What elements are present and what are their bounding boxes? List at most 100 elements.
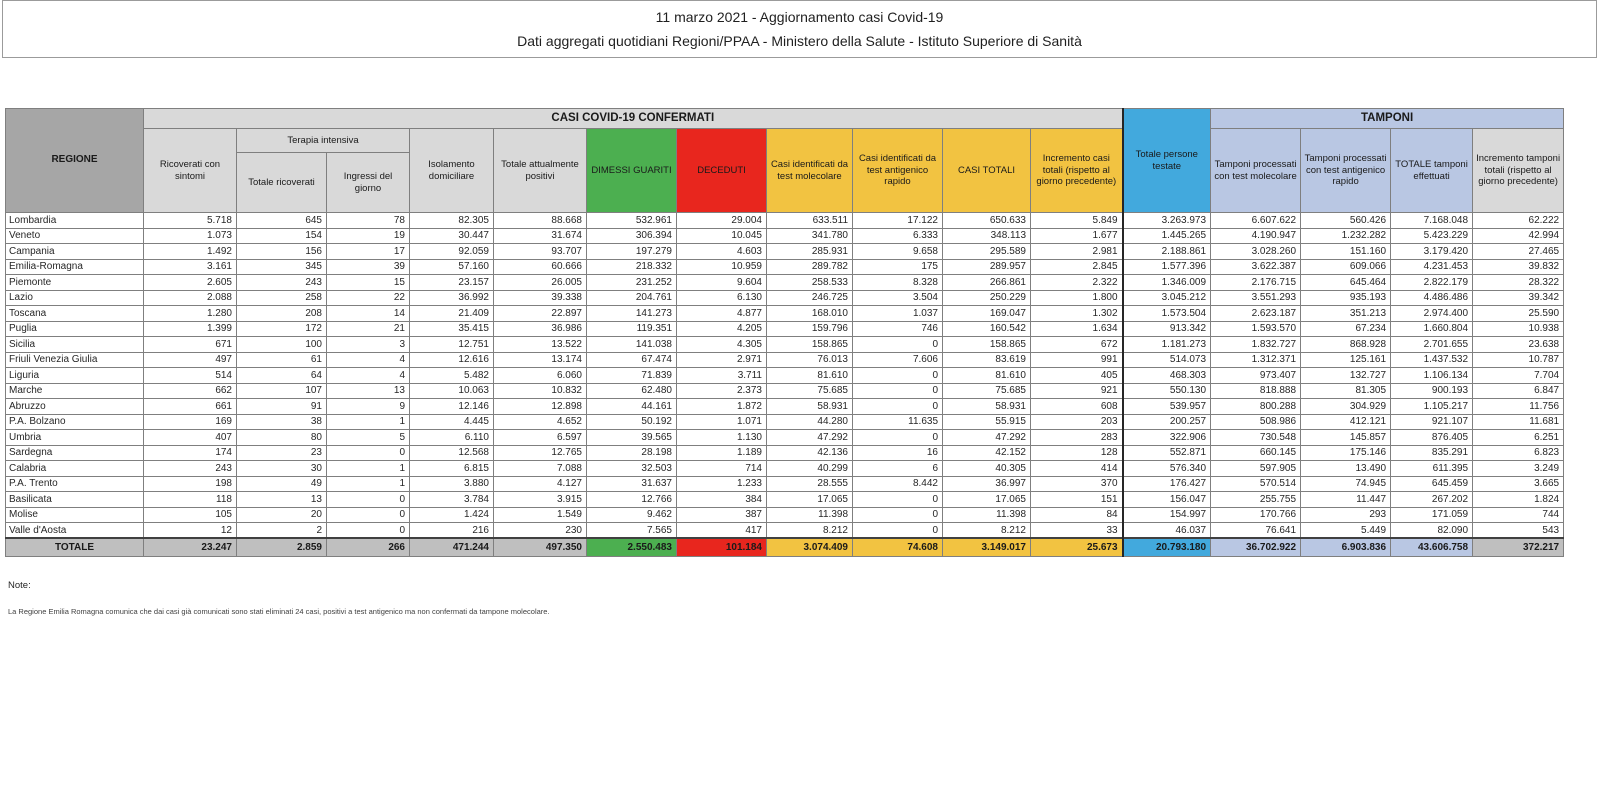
value-cell: 204.761 [586, 289, 677, 306]
value-cell: 1.593.570 [1210, 320, 1302, 337]
value-cell: 46.037 [1121, 522, 1212, 539]
value-cell: 250.229 [942, 289, 1031, 306]
region-cell: Campania [5, 243, 144, 260]
col-header-casi-test-antigenico: Casi identificati da test antigenico rap… [852, 128, 943, 213]
value-cell: 267.202 [1390, 491, 1474, 508]
value-cell: 13 [326, 382, 410, 399]
value-cell: 198 [143, 475, 237, 492]
value-cell: 1 [326, 460, 410, 477]
value-cell: 80 [236, 429, 327, 446]
value-cell: 991 [1029, 351, 1124, 368]
value-cell: 4 [326, 351, 410, 368]
value-cell: 2.822.179 [1390, 274, 1474, 291]
value-cell: 176.427 [1121, 475, 1212, 492]
value-cell: 9 [326, 398, 410, 415]
value-cell: 27.465 [1472, 243, 1565, 260]
value-cell: 81.610 [942, 367, 1031, 384]
value-cell: 7.565 [586, 522, 677, 539]
value-cell: 714 [676, 460, 767, 477]
value-cell: 16 [852, 444, 943, 461]
value-cell: 345 [236, 258, 327, 275]
value-cell: 158.865 [942, 336, 1031, 353]
value-cell: 141.038 [586, 336, 677, 353]
value-cell: 9.658 [852, 243, 943, 260]
value-cell: 1.634 [1029, 320, 1124, 337]
value-cell: 40.299 [766, 460, 853, 477]
value-cell: 3 [326, 336, 410, 353]
value-cell: 174 [143, 444, 237, 461]
col-header-totale-attualmente-positivi: Totale attualmente positivi [493, 128, 587, 213]
region-cell: Basilicata [5, 491, 144, 508]
value-cell: 1.573.504 [1121, 305, 1212, 322]
value-cell: 414 [1029, 460, 1124, 477]
value-cell: 175 [852, 258, 943, 275]
region-cell: Abruzzo [5, 398, 144, 415]
value-cell: 23.638 [1472, 336, 1565, 353]
col-header-ingressi-del-giorno: Ingressi del giorno [326, 152, 410, 213]
group-header-terapia-intensiva: Terapia intensiva [236, 128, 410, 153]
value-cell: 42.136 [766, 444, 853, 461]
value-cell: 17 [326, 243, 410, 260]
value-cell: 5.482 [409, 367, 494, 384]
value-cell: 25.590 [1472, 305, 1565, 322]
value-cell: 36.992 [409, 289, 494, 306]
value-cell: 216 [409, 522, 494, 539]
value-cell: 1 [326, 475, 410, 492]
value-cell: 230 [493, 522, 587, 539]
col-header-incremento-casi-totali: Incremento casi totali (rispetto al gior… [1029, 128, 1124, 213]
total-value-cell: 6.903.836 [1300, 537, 1392, 557]
value-cell: 2.701.655 [1390, 336, 1474, 353]
value-cell: 93.707 [493, 243, 587, 260]
value-cell: 0 [852, 506, 943, 523]
table-row: Abruzzo 661 91 9 12.146 12.898 44.161 1.872 58.9… [5, 398, 1565, 415]
col-header-totale-ricoverati: Totale ricoverati [236, 152, 327, 213]
value-cell: 387 [676, 506, 767, 523]
value-cell: 289.782 [766, 258, 853, 275]
value-cell: 12.568 [409, 444, 494, 461]
value-cell: 7.168.048 [1390, 212, 1474, 229]
value-cell: 2.373 [676, 382, 767, 399]
value-cell: 5.849 [1029, 212, 1124, 229]
value-cell: 4.305 [676, 336, 767, 353]
title-line-2: Dati aggregati quotidiani Regioni/PPAA -… [517, 33, 1082, 49]
value-cell: 21.409 [409, 305, 494, 322]
value-cell: 2.974.400 [1390, 305, 1474, 322]
value-cell: 293 [1300, 506, 1392, 523]
total-row: TOTALE 23.247 2.859 266 471.244 497.350 2.550… [5, 537, 1565, 557]
table-row: Sicilia 671 100 3 12.751 13.522 141.038 4.305 15… [5, 336, 1565, 353]
col-header-regione: REGIONE [5, 108, 144, 213]
value-cell: 973.407 [1210, 367, 1302, 384]
table-row: Calabria 243 30 1 6.815 7.088 32.503 714 40.299 6… [5, 460, 1565, 477]
notes-section: Note: La Regione Emilia Romagna comunica… [8, 580, 550, 616]
value-cell: 730.548 [1210, 429, 1302, 446]
value-cell: 19 [326, 227, 410, 244]
value-cell: 28.555 [766, 475, 853, 492]
value-cell: 1.577.396 [1121, 258, 1212, 275]
value-cell: 11.681 [1472, 413, 1565, 430]
value-cell: 746 [852, 320, 943, 337]
value-cell: 351.213 [1300, 305, 1392, 322]
value-cell: 384 [676, 491, 767, 508]
total-value-cell: 23.247 [143, 537, 237, 557]
value-cell: 348.113 [942, 227, 1031, 244]
total-value-cell: 2.550.483 [586, 537, 677, 557]
value-cell: 71.839 [586, 367, 677, 384]
total-value-cell: 372.217 [1472, 537, 1565, 557]
value-cell: 650.633 [942, 212, 1031, 229]
value-cell: 3.161 [143, 258, 237, 275]
value-cell: 156 [236, 243, 327, 260]
region-cell: Lombardia [5, 212, 144, 229]
value-cell: 17.065 [942, 491, 1031, 508]
value-cell: 645.464 [1300, 274, 1392, 291]
value-cell: 47.292 [766, 429, 853, 446]
value-cell: 4.205 [676, 320, 767, 337]
value-cell: 3.249 [1472, 460, 1565, 477]
value-cell: 12.898 [493, 398, 587, 415]
value-cell: 4.652 [493, 413, 587, 430]
note-text: La Regione Emilia Romagna comunica che d… [8, 607, 550, 616]
value-cell: 1 [326, 413, 410, 430]
value-cell: 1.073 [143, 227, 237, 244]
value-cell: 0 [326, 491, 410, 508]
value-cell: 1.302 [1029, 305, 1124, 322]
region-cell: Piemonte [5, 274, 144, 291]
